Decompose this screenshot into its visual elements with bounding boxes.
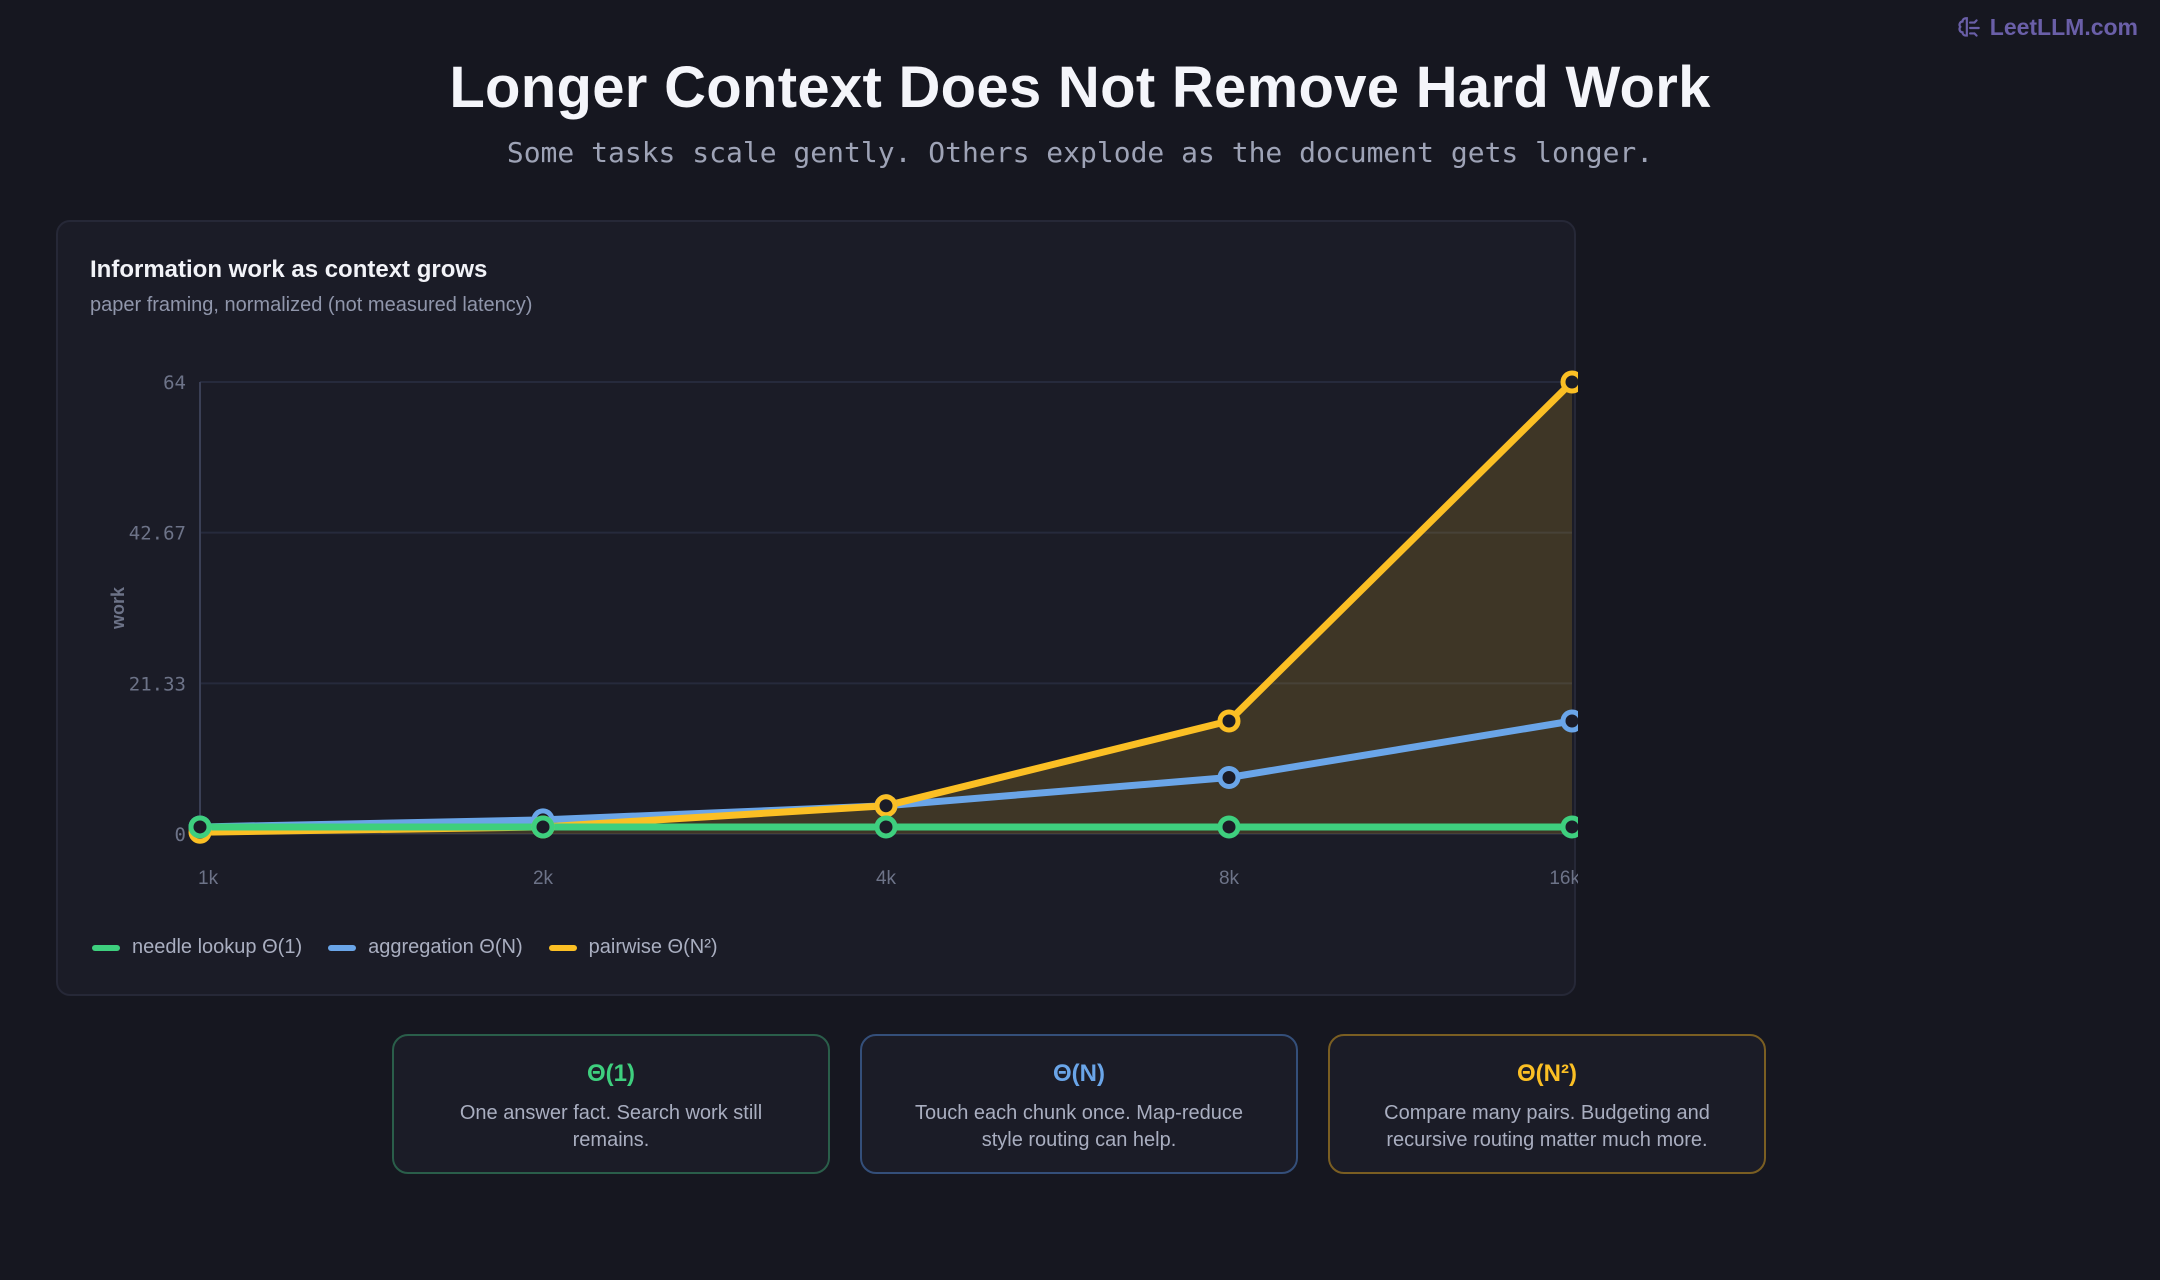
x-tick-label: 1k [198,868,219,889]
y-tick-label: 64 [163,372,186,394]
legend-item: aggregation Θ(N) [328,936,523,959]
page-title: Longer Context Does Not Remove Hard Work [449,55,1711,120]
data-point [1217,766,1241,789]
data-point [1217,815,1241,839]
x-tick-label: 8k [1219,868,1240,889]
data-point [874,815,898,839]
brand-logo[interactable]: LeetLLM.com [1956,14,2138,41]
x-tick-label: 2k [533,868,554,889]
card-description: One answer fact. Search work still remai… [459,1102,763,1151]
legend-swatch [548,944,577,951]
card-title: Θ(N²) [1517,1060,1577,1087]
legend-item: pairwise Θ(N²) [548,936,718,959]
y-tick-label: 42.67 [129,523,186,545]
legend-label: pairwise Θ(N²) [588,936,718,958]
legend-item: needle lookup Θ(1) [92,936,302,959]
data-point [1560,370,1578,394]
card-title: Θ(1) [587,1060,635,1087]
data-point [531,815,555,839]
chart-card: Information work as context grows paper … [56,220,1578,996]
complexity-card: Θ(N) Touch each chunk once. Map-reduce st… [860,1034,1298,1174]
y-axis-label: work [108,586,128,630]
complexity-card: Θ(1) One answer fact. Search work still r… [392,1034,830,1174]
brain-icon [1958,16,1980,37]
brand-name: LeetLLM.com [1989,14,2138,40]
data-point [874,794,898,818]
legend-label: needle lookup Θ(1) [132,936,303,958]
line-chart: 0 21.33 42.67 64 work 1k 2k 4k 8k 16k [108,370,1578,889]
x-tick-label: 16k [1549,868,1578,889]
legend-swatch [328,944,357,951]
complexity-cards: Θ(1) One answer fact. Search work still r… [392,1034,1766,1174]
x-tick-label: 4k [876,868,897,889]
legend-label: aggregation Θ(N) [368,936,523,958]
data-point [1217,709,1241,733]
page-subtitle: Some tasks scale gently. Others explode … [506,136,1654,169]
y-tick-label: 21.33 [129,673,186,695]
complexity-card: Θ(N²) Compare many pairs. Budgeting and r… [1328,1034,1766,1174]
card-title: Θ(N) [1053,1060,1105,1087]
data-point [188,815,212,839]
card-description: Touch each chunk once. Map-reduce style … [915,1102,1243,1151]
series-area-2 [200,382,1572,834]
data-point [1560,815,1578,839]
y-tick-label: 0 [175,824,186,846]
data-point [1560,709,1578,733]
chart-legend: needle lookup Θ(1) aggregation Θ(N) pairwi… [92,936,718,959]
card-description: Compare many pairs. Budgeting and recurs… [1384,1102,1710,1151]
legend-swatch [92,944,120,951]
chart-subtitle: paper framing, normalized (not measured … [90,294,533,316]
chart-title: Information work as context grows [90,256,488,283]
